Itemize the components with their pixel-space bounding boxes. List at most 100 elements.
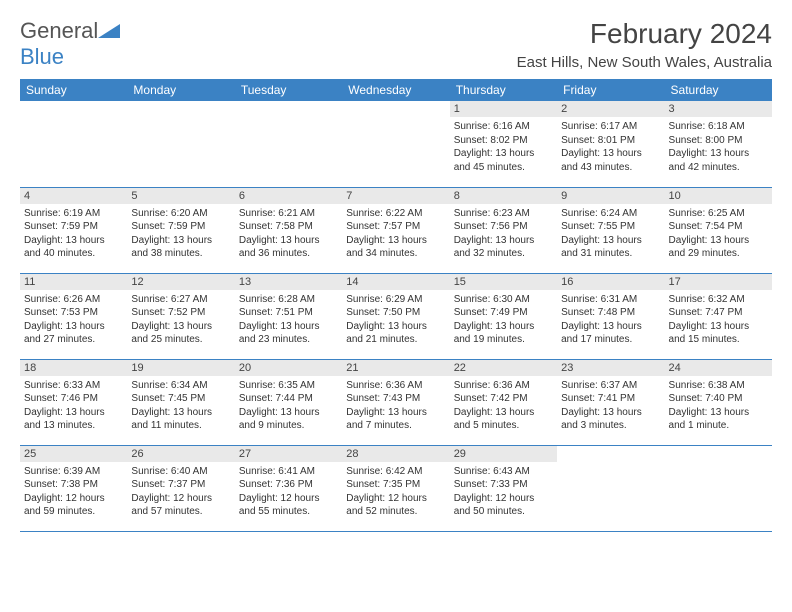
daylight-text: Daylight: 13 hours and 21 minutes. — [346, 320, 445, 347]
day-number: 12 — [127, 274, 234, 290]
day-info: Sunrise: 6:41 AMSunset: 7:36 PMDaylight:… — [239, 465, 338, 519]
brand-name: General Blue — [20, 18, 120, 70]
calendar-day-cell: 23Sunrise: 6:37 AMSunset: 7:41 PMDayligh… — [557, 359, 664, 445]
sunset-text: Sunset: 7:46 PM — [24, 392, 123, 406]
day-number: 19 — [127, 360, 234, 376]
calendar-day-cell: 15 Sunrise: 6:30 AMSunset: 7:49 PMDayligh… — [450, 273, 557, 359]
sunrise-text: Sunrise: 6:38 AM — [669, 379, 768, 393]
day-number: 2 — [557, 101, 664, 117]
day-info: Sunrise: 6:17 AMSunset: 8:01 PMDaylight:… — [561, 120, 660, 174]
day-info: Sunrise: 6:24 AMSunset: 7:55 PMDaylight:… — [561, 207, 660, 261]
sunrise-text: Sunrise: 6:26 AM — [24, 293, 123, 307]
day-info: Sunrise: 6:38 AMSunset: 7:40 PMDaylight:… — [669, 379, 768, 433]
calendar-empty-cell — [342, 101, 449, 187]
day-info: Sunrise: 6:36 AMSunset: 7:42 PMDaylight:… — [454, 379, 553, 433]
calendar-empty-cell — [235, 101, 342, 187]
calendar-day-cell: 2 Sunrise: 6:17 AMSunset: 8:01 PMDaylight… — [557, 101, 664, 187]
calendar-week-row: 1 Sunrise: 6:16 AMSunset: 8:02 PMDaylight… — [20, 101, 772, 187]
day-number: 13 — [235, 274, 342, 290]
daylight-text: Daylight: 13 hours and 3 minutes. — [561, 406, 660, 433]
daylight-text: Daylight: 12 hours and 59 minutes. — [24, 492, 123, 519]
day-info: Sunrise: 6:32 AMSunset: 7:47 PMDaylight:… — [669, 293, 768, 347]
sunset-text: Sunset: 7:53 PM — [24, 306, 123, 320]
daylight-text: Daylight: 13 hours and 29 minutes. — [669, 234, 768, 261]
sunset-text: Sunset: 7:51 PM — [239, 306, 338, 320]
sunset-text: Sunset: 7:36 PM — [239, 478, 338, 492]
day-number: 17 — [665, 274, 772, 290]
day-number: 20 — [235, 360, 342, 376]
calendar-day-cell: 3Sunrise: 6:18 AMSunset: 8:00 PMDaylight… — [665, 101, 772, 187]
sunset-text: Sunset: 7:59 PM — [24, 220, 123, 234]
daylight-text: Daylight: 13 hours and 45 minutes. — [454, 147, 553, 174]
sunrise-text: Sunrise: 6:43 AM — [454, 465, 553, 479]
daylight-text: Daylight: 13 hours and 36 minutes. — [239, 234, 338, 261]
daylight-text: Daylight: 13 hours and 7 minutes. — [346, 406, 445, 433]
daylight-text: Daylight: 12 hours and 50 minutes. — [454, 492, 553, 519]
day-number: 10 — [665, 188, 772, 204]
day-info: Sunrise: 6:20 AMSunset: 7:59 PMDaylight:… — [131, 207, 230, 261]
daylight-text: Daylight: 13 hours and 9 minutes. — [239, 406, 338, 433]
weekday-header: Tuesday — [235, 79, 342, 101]
sunrise-text: Sunrise: 6:40 AM — [131, 465, 230, 479]
calendar-week-row: 11Sunrise: 6:26 AMSunset: 7:53 PMDayligh… — [20, 273, 772, 359]
day-info: Sunrise: 6:16 AMSunset: 8:02 PMDaylight:… — [454, 120, 553, 174]
calendar-week-row: 18Sunrise: 6:33 AMSunset: 7:46 PMDayligh… — [20, 359, 772, 445]
brand-part2: Blue — [20, 44, 64, 69]
calendar-week-row: 4Sunrise: 6:19 AMSunset: 7:59 PMDaylight… — [20, 187, 772, 273]
sunset-text: Sunset: 7:59 PM — [131, 220, 230, 234]
calendar-day-cell: 24Sunrise: 6:38 AMSunset: 7:40 PMDayligh… — [665, 359, 772, 445]
sunset-text: Sunset: 7:43 PM — [346, 392, 445, 406]
daylight-text: Daylight: 13 hours and 15 minutes. — [669, 320, 768, 347]
day-info: Sunrise: 6:18 AMSunset: 8:00 PMDaylight:… — [669, 120, 768, 174]
day-number: 4 — [20, 188, 127, 204]
sunrise-text: Sunrise: 6:22 AM — [346, 207, 445, 221]
sunset-text: Sunset: 7:57 PM — [346, 220, 445, 234]
day-info: Sunrise: 6:31 AMSunset: 7:48 PMDaylight:… — [561, 293, 660, 347]
day-number: 16 — [557, 274, 664, 290]
sunrise-text: Sunrise: 6:17 AM — [561, 120, 660, 134]
sunrise-text: Sunrise: 6:34 AM — [131, 379, 230, 393]
day-number: 22 — [450, 360, 557, 376]
day-info: Sunrise: 6:30 AMSunset: 7:49 PMDaylight:… — [454, 293, 553, 347]
day-number: 5 — [127, 188, 234, 204]
sunrise-text: Sunrise: 6:20 AM — [131, 207, 230, 221]
daylight-text: Daylight: 13 hours and 19 minutes. — [454, 320, 553, 347]
day-info: Sunrise: 6:27 AMSunset: 7:52 PMDaylight:… — [131, 293, 230, 347]
sunset-text: Sunset: 7:54 PM — [669, 220, 768, 234]
day-number: 15 — [450, 274, 557, 290]
day-info: Sunrise: 6:40 AMSunset: 7:37 PMDaylight:… — [131, 465, 230, 519]
sunrise-text: Sunrise: 6:36 AM — [346, 379, 445, 393]
day-info: Sunrise: 6:23 AMSunset: 7:56 PMDaylight:… — [454, 207, 553, 261]
day-info: Sunrise: 6:33 AMSunset: 7:46 PMDaylight:… — [24, 379, 123, 433]
sunset-text: Sunset: 7:37 PM — [131, 478, 230, 492]
sunset-text: Sunset: 8:00 PM — [669, 134, 768, 148]
sunset-text: Sunset: 7:35 PM — [346, 478, 445, 492]
day-number: 23 — [557, 360, 664, 376]
sunset-text: Sunset: 7:38 PM — [24, 478, 123, 492]
day-info: Sunrise: 6:35 AMSunset: 7:44 PMDaylight:… — [239, 379, 338, 433]
calendar-day-cell: 8Sunrise: 6:23 AMSunset: 7:56 PMDaylight… — [450, 187, 557, 273]
sunrise-text: Sunrise: 6:37 AM — [561, 379, 660, 393]
calendar-empty-cell — [20, 101, 127, 187]
sunset-text: Sunset: 7:40 PM — [669, 392, 768, 406]
sunset-text: Sunset: 7:52 PM — [131, 306, 230, 320]
calendar-day-cell: 1 Sunrise: 6:16 AMSunset: 8:02 PMDaylight… — [450, 101, 557, 187]
sunset-text: Sunset: 7:58 PM — [239, 220, 338, 234]
calendar-day-cell: 19Sunrise: 6:34 AMSunset: 7:45 PMDayligh… — [127, 359, 234, 445]
day-info: Sunrise: 6:43 AMSunset: 7:33 PMDaylight:… — [454, 465, 553, 519]
calendar-day-cell: 28Sunrise: 6:42 AMSunset: 7:35 PMDayligh… — [342, 445, 449, 531]
day-number: 1 — [450, 101, 557, 117]
sunrise-text: Sunrise: 6:42 AM — [346, 465, 445, 479]
sunrise-text: Sunrise: 6:19 AM — [24, 207, 123, 221]
day-number: 27 — [235, 446, 342, 462]
daylight-text: Daylight: 12 hours and 55 minutes. — [239, 492, 338, 519]
weekday-header: Wednesday — [342, 79, 449, 101]
calendar-day-cell: 26Sunrise: 6:40 AMSunset: 7:37 PMDayligh… — [127, 445, 234, 531]
calendar-day-cell: 12 Sunrise: 6:27 AMSunset: 7:52 PMDayligh… — [127, 273, 234, 359]
sunrise-text: Sunrise: 6:29 AM — [346, 293, 445, 307]
calendar-day-cell: 4Sunrise: 6:19 AMSunset: 7:59 PMDaylight… — [20, 187, 127, 273]
calendar-day-cell: 13Sunrise: 6:28 AMSunset: 7:51 PMDayligh… — [235, 273, 342, 359]
day-info: Sunrise: 6:42 AMSunset: 7:35 PMDaylight:… — [346, 465, 445, 519]
calendar-day-cell: 6Sunrise: 6:21 AMSunset: 7:58 PMDaylight… — [235, 187, 342, 273]
calendar-day-cell: 27 Sunrise: 6:41 AMSunset: 7:36 PMDayligh… — [235, 445, 342, 531]
